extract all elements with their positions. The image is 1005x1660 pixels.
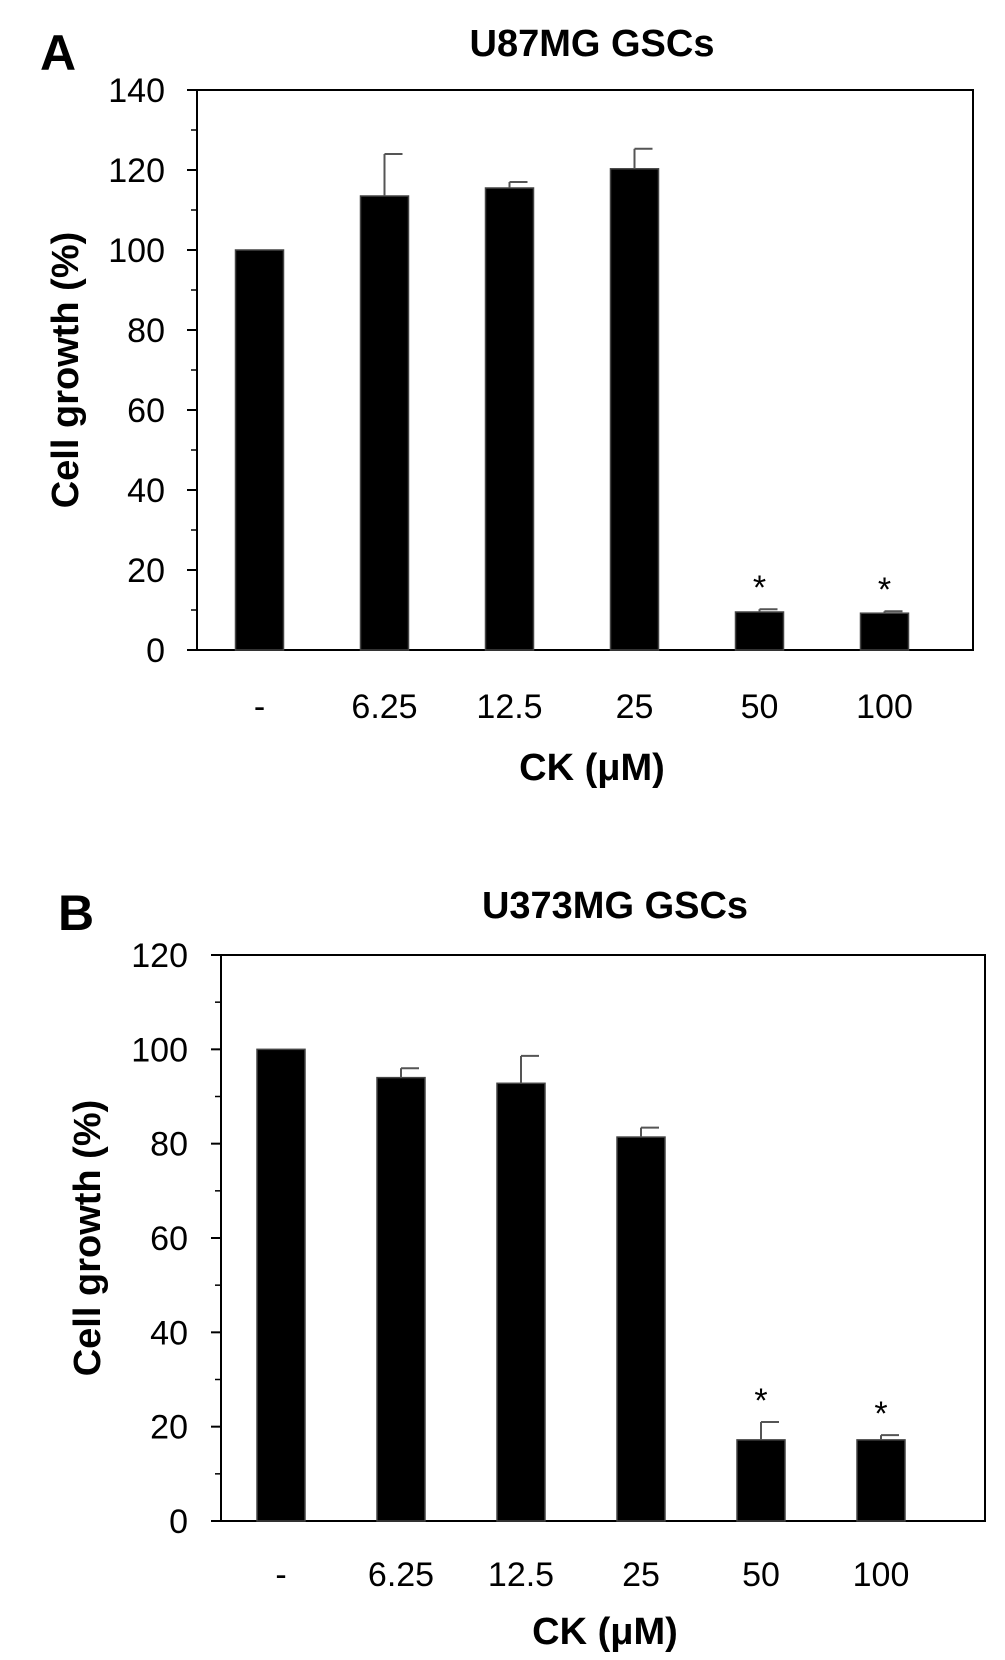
y-axis-title-b: Cell growth (%) <box>67 1100 109 1377</box>
y-tick-label: 100 <box>131 1031 188 1069</box>
bar <box>359 195 410 651</box>
y-tick-label: 120 <box>108 152 165 190</box>
bar <box>616 1136 666 1522</box>
x-tick-label: 50 <box>742 1556 780 1594</box>
significance-marker: * <box>754 1382 767 1420</box>
significance-marker: * <box>753 569 766 607</box>
y-tick-label: 20 <box>127 552 165 590</box>
plot-frame-a <box>196 89 974 651</box>
bar <box>496 1082 546 1522</box>
x-tick-label: 12.5 <box>476 688 542 726</box>
y-tick-label: 140 <box>108 72 165 110</box>
y-axis-title-a: Cell growth (%) <box>45 232 87 509</box>
chart-title-b: U373MG GSCs <box>482 885 748 927</box>
y-tick-label: 0 <box>169 1503 188 1541</box>
significance-marker: * <box>878 571 891 609</box>
y-tick-label: 80 <box>150 1126 188 1164</box>
x-tick-label: 6.25 <box>368 1556 434 1594</box>
bars-a: * * <box>234 147 910 651</box>
x-axis-title-a: CK (μM) <box>519 747 665 789</box>
x-axis-a: - 6.25 12.5 25 50 100 <box>254 688 913 726</box>
y-tick-label: 60 <box>150 1220 188 1258</box>
x-tick-label: 25 <box>622 1556 660 1594</box>
x-tick-label: 100 <box>853 1556 910 1594</box>
bar <box>234 249 285 651</box>
bar <box>856 1439 906 1522</box>
y-tick-label: 100 <box>108 232 165 270</box>
bar <box>736 1439 786 1522</box>
x-axis-b: - 6.25 12.5 25 50 100 <box>275 1556 909 1594</box>
plot-frame-b <box>220 954 986 1522</box>
panel-letter-b: B <box>58 885 94 941</box>
x-tick-label: 50 <box>741 688 779 726</box>
bar <box>256 1048 306 1522</box>
y-tick-label: 120 <box>131 937 188 975</box>
x-tick-label: 6.25 <box>351 688 417 726</box>
y-tick-label: 80 <box>127 312 165 350</box>
y-tick-label: 20 <box>150 1409 188 1447</box>
y-tick-label: 40 <box>127 472 165 510</box>
bar <box>859 612 910 651</box>
x-tick-label: 100 <box>856 688 913 726</box>
x-tick-label: - <box>275 1556 286 1594</box>
x-tick-label: 12.5 <box>488 1556 554 1594</box>
x-tick-label: 25 <box>616 688 654 726</box>
bars-b: * * <box>256 1048 906 1522</box>
x-tick-label: - <box>254 688 265 726</box>
significance-marker: * <box>874 1395 887 1433</box>
y-tick-label: 0 <box>146 632 165 670</box>
bar <box>484 187 535 651</box>
bar <box>609 168 660 651</box>
chart-title-a: U87MG GSCs <box>470 23 715 65</box>
x-axis-title-b: CK (μM) <box>532 1611 678 1653</box>
y-tick-label: 60 <box>127 392 165 430</box>
bar <box>734 611 785 651</box>
bar <box>376 1076 426 1522</box>
y-axis-b: 0 20 40 60 80 100 120 <box>131 937 221 1541</box>
panel-letter-a: A <box>40 25 76 81</box>
y-axis-a: 0 20 40 60 80 100 120 140 <box>108 72 197 670</box>
y-tick-label: 40 <box>150 1314 188 1352</box>
